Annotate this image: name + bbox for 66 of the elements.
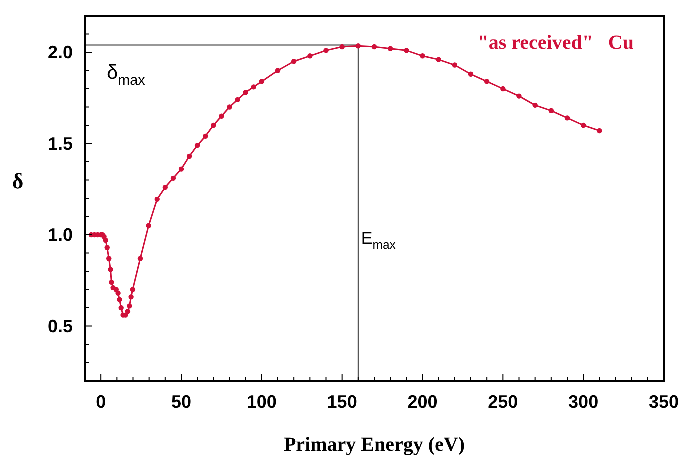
point bbox=[243, 90, 248, 96]
point bbox=[308, 54, 313, 59]
point bbox=[211, 122, 216, 128]
x-axis-title: Primary Energy (eV) bbox=[284, 434, 466, 456]
y-tick-label: 2.0 bbox=[48, 42, 73, 62]
point bbox=[532, 102, 538, 108]
point bbox=[108, 267, 114, 272]
point bbox=[356, 44, 362, 49]
x-tick-label: 100 bbox=[246, 392, 277, 412]
point bbox=[118, 305, 124, 311]
point bbox=[186, 154, 192, 160]
point bbox=[436, 57, 442, 62]
point bbox=[235, 97, 240, 103]
point bbox=[324, 48, 329, 54]
point bbox=[128, 294, 134, 300]
x-tick-label: 200 bbox=[408, 392, 438, 412]
point bbox=[178, 166, 184, 172]
point bbox=[259, 79, 265, 84]
point bbox=[580, 122, 586, 128]
point bbox=[125, 309, 131, 314]
point bbox=[516, 94, 522, 99]
point bbox=[106, 256, 112, 262]
y-tick-label: 1.0 bbox=[48, 225, 73, 245]
point bbox=[116, 290, 121, 296]
point bbox=[146, 223, 152, 228]
point bbox=[219, 114, 224, 119]
point bbox=[452, 62, 458, 68]
y-tick-label: 1.5 bbox=[48, 134, 73, 154]
point bbox=[127, 304, 132, 309]
point bbox=[103, 238, 109, 244]
point bbox=[548, 108, 554, 114]
series-label: "as received" Cu bbox=[478, 32, 634, 54]
point bbox=[291, 59, 297, 64]
point bbox=[468, 72, 474, 77]
point bbox=[194, 142, 200, 148]
point bbox=[564, 116, 570, 121]
point bbox=[162, 184, 168, 190]
y-tick-label: 0.5 bbox=[48, 316, 73, 336]
x-tick-label: 150 bbox=[327, 392, 358, 412]
point bbox=[203, 134, 208, 140]
point bbox=[130, 287, 136, 292]
x-tick-label: 50 bbox=[171, 392, 192, 412]
point bbox=[109, 280, 114, 286]
point bbox=[227, 104, 232, 110]
y-axis-title: δ bbox=[12, 168, 24, 194]
x-tick-label: 0 bbox=[96, 392, 106, 412]
ref-line-label: E$_{max}$ bbox=[361, 229, 396, 253]
point bbox=[404, 48, 410, 54]
point bbox=[117, 297, 122, 302]
point bbox=[154, 196, 160, 202]
point bbox=[170, 176, 176, 182]
x-tick-label: 250 bbox=[488, 392, 518, 412]
point bbox=[597, 128, 602, 134]
point bbox=[372, 44, 378, 50]
point bbox=[275, 68, 281, 74]
point bbox=[484, 79, 490, 84]
point bbox=[500, 86, 506, 92]
point bbox=[104, 245, 110, 250]
x-tick-label: 350 bbox=[648, 392, 680, 412]
ref-line-label: δ$_{max}$ bbox=[107, 62, 146, 90]
x-tick-label: 300 bbox=[568, 392, 599, 412]
point bbox=[138, 256, 144, 262]
point bbox=[251, 84, 256, 90]
point bbox=[388, 46, 394, 52]
point bbox=[340, 44, 345, 50]
point bbox=[420, 54, 426, 59]
